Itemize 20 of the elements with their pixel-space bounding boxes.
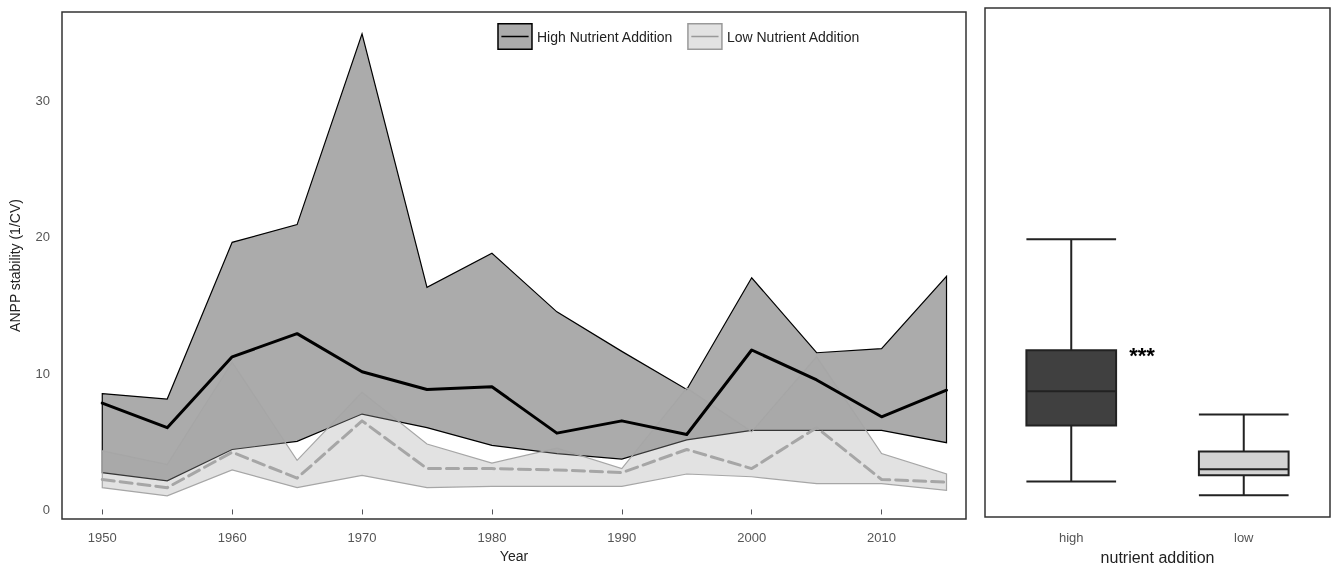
x-tick-label: high [1058, 530, 1084, 546]
x-tick-label: 1980 [477, 530, 507, 545]
y-tick-label: 20 [35, 229, 50, 245]
x-tick-label: 2010 [867, 530, 897, 545]
x-tick-label: 1970 [347, 530, 377, 545]
x-axis-title: nutrient addition [1100, 548, 1215, 566]
x-axis-title: Year [499, 548, 529, 564]
annotation: *** [1129, 342, 1156, 368]
x-tick-label: 2000 [737, 530, 767, 545]
y-tick-label: 30 [35, 93, 50, 109]
x-tick-label: low [1233, 530, 1255, 546]
x-tick-label: 1990 [607, 530, 637, 545]
legend-label: High Nutrient Addition [536, 28, 673, 45]
x-tick-label: 1950 [87, 530, 117, 545]
y-tick-label: 10 [35, 365, 50, 381]
x-tick-label: 1960 [217, 530, 247, 545]
line-series [100, 332, 949, 436]
y-tick-label: 0 [42, 501, 50, 517]
legend-label: Low Nutrient Addition [726, 28, 860, 45]
y-axis-title: ANPP stability (1/CV) [7, 199, 23, 332]
